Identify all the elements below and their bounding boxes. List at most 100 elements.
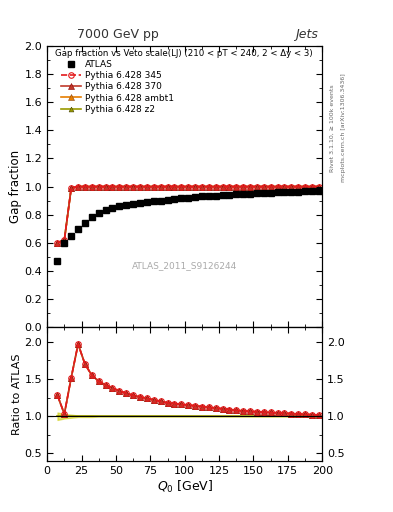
- Pythia 6.428 345: [213, 183, 218, 189]
- Pythia 6.428 345: [248, 183, 252, 189]
- Pythia 6.428 z2: [275, 183, 280, 189]
- Pythia 6.428 345: [96, 183, 101, 189]
- Pythia 6.428 345: [310, 183, 314, 189]
- Pythia 6.428 370: [193, 183, 197, 189]
- ATLAS: [145, 199, 149, 205]
- Pythia 6.428 ambt1: [103, 183, 108, 189]
- Pythia 6.428 z2: [55, 240, 60, 246]
- Pythia 6.428 345: [172, 183, 177, 189]
- Pythia 6.428 345: [261, 183, 266, 189]
- Pythia 6.428 345: [206, 183, 211, 189]
- Pythia 6.428 z2: [110, 183, 115, 189]
- ATLAS: [303, 188, 307, 195]
- ATLAS: [165, 197, 170, 203]
- Pythia 6.428 345: [234, 183, 239, 189]
- Pythia 6.428 345: [83, 183, 87, 189]
- ATLAS: [90, 215, 94, 221]
- Pythia 6.428 370: [179, 183, 184, 189]
- Pythia 6.428 370: [103, 183, 108, 189]
- Pythia 6.428 ambt1: [289, 183, 294, 189]
- Pythia 6.428 370: [316, 183, 321, 189]
- Pythia 6.428 345: [69, 185, 73, 191]
- Pythia 6.428 z2: [289, 183, 294, 189]
- Pythia 6.428 370: [186, 183, 191, 189]
- Pythia 6.428 ambt1: [186, 183, 191, 189]
- Pythia 6.428 z2: [296, 183, 301, 189]
- Pythia 6.428 z2: [227, 183, 232, 189]
- Pythia 6.428 370: [96, 183, 101, 189]
- ATLAS: [124, 202, 129, 208]
- Pythia 6.428 345: [193, 183, 197, 189]
- Pythia 6.428 ambt1: [206, 183, 211, 189]
- Pythia 6.428 345: [200, 183, 204, 189]
- Pythia 6.428 ambt1: [145, 183, 149, 189]
- Pythia 6.428 345: [138, 183, 142, 189]
- Pythia 6.428 345: [296, 183, 301, 189]
- Pythia 6.428 ambt1: [310, 183, 314, 189]
- Pythia 6.428 ambt1: [151, 183, 156, 189]
- Text: 7000 GeV pp: 7000 GeV pp: [77, 28, 159, 41]
- Pythia 6.428 345: [117, 183, 122, 189]
- Pythia 6.428 370: [165, 183, 170, 189]
- X-axis label: $Q_0$ [GeV]: $Q_0$ [GeV]: [156, 478, 213, 495]
- ATLAS: [206, 193, 211, 199]
- ATLAS: [117, 203, 122, 209]
- Pythia 6.428 z2: [158, 183, 163, 189]
- Pythia 6.428 370: [138, 183, 142, 189]
- Pythia 6.428 ambt1: [234, 183, 239, 189]
- Pythia 6.428 z2: [103, 183, 108, 189]
- Pythia 6.428 345: [255, 183, 259, 189]
- Pythia 6.428 ambt1: [303, 183, 307, 189]
- Pythia 6.428 370: [76, 183, 81, 189]
- Pythia 6.428 z2: [69, 185, 73, 191]
- Pythia 6.428 z2: [165, 183, 170, 189]
- Pythia 6.428 z2: [206, 183, 211, 189]
- Pythia 6.428 ambt1: [138, 183, 142, 189]
- Pythia 6.428 z2: [268, 183, 273, 189]
- Pythia 6.428 345: [124, 183, 129, 189]
- Pythia 6.428 ambt1: [261, 183, 266, 189]
- Y-axis label: Gap fraction: Gap fraction: [9, 150, 22, 223]
- Line: Pythia 6.428 370: Pythia 6.428 370: [55, 184, 321, 246]
- Pythia 6.428 z2: [241, 183, 246, 189]
- Pythia 6.428 z2: [220, 183, 225, 189]
- Pythia 6.428 345: [62, 237, 67, 243]
- Pythia 6.428 z2: [83, 183, 87, 189]
- Text: Gap fraction vs Veto scale(LJ) (210 < pT < 240, 2 < Δy < 3): Gap fraction vs Veto scale(LJ) (210 < pT…: [55, 49, 313, 58]
- Pythia 6.428 370: [62, 237, 67, 243]
- Pythia 6.428 345: [165, 183, 170, 189]
- ATLAS: [220, 192, 225, 198]
- ATLAS: [172, 196, 177, 202]
- ATLAS: [131, 201, 136, 207]
- Pythia 6.428 z2: [76, 183, 81, 189]
- Pythia 6.428 370: [151, 183, 156, 189]
- Pythia 6.428 345: [158, 183, 163, 189]
- Pythia 6.428 ambt1: [117, 183, 122, 189]
- Pythia 6.428 z2: [145, 183, 149, 189]
- ATLAS: [62, 240, 67, 246]
- Pythia 6.428 ambt1: [282, 183, 287, 189]
- Line: Pythia 6.428 345: Pythia 6.428 345: [55, 184, 321, 246]
- Pythia 6.428 ambt1: [213, 183, 218, 189]
- Pythia 6.428 ambt1: [131, 183, 136, 189]
- Pythia 6.428 370: [310, 183, 314, 189]
- Pythia 6.428 z2: [117, 183, 122, 189]
- Pythia 6.428 z2: [179, 183, 184, 189]
- Pythia 6.428 z2: [303, 183, 307, 189]
- Pythia 6.428 345: [289, 183, 294, 189]
- Pythia 6.428 370: [268, 183, 273, 189]
- Pythia 6.428 345: [55, 240, 60, 246]
- Pythia 6.428 z2: [261, 183, 266, 189]
- Pythia 6.428 z2: [193, 183, 197, 189]
- ATLAS: [282, 189, 287, 195]
- ATLAS: [248, 190, 252, 197]
- Pythia 6.428 345: [103, 183, 108, 189]
- ATLAS: [213, 193, 218, 199]
- ATLAS: [103, 207, 108, 214]
- Pythia 6.428 ambt1: [275, 183, 280, 189]
- Pythia 6.428 345: [268, 183, 273, 189]
- Text: ATLAS_2011_S9126244: ATLAS_2011_S9126244: [132, 261, 237, 270]
- Line: ATLAS: ATLAS: [54, 187, 322, 265]
- Pythia 6.428 370: [275, 183, 280, 189]
- Pythia 6.428 z2: [234, 183, 239, 189]
